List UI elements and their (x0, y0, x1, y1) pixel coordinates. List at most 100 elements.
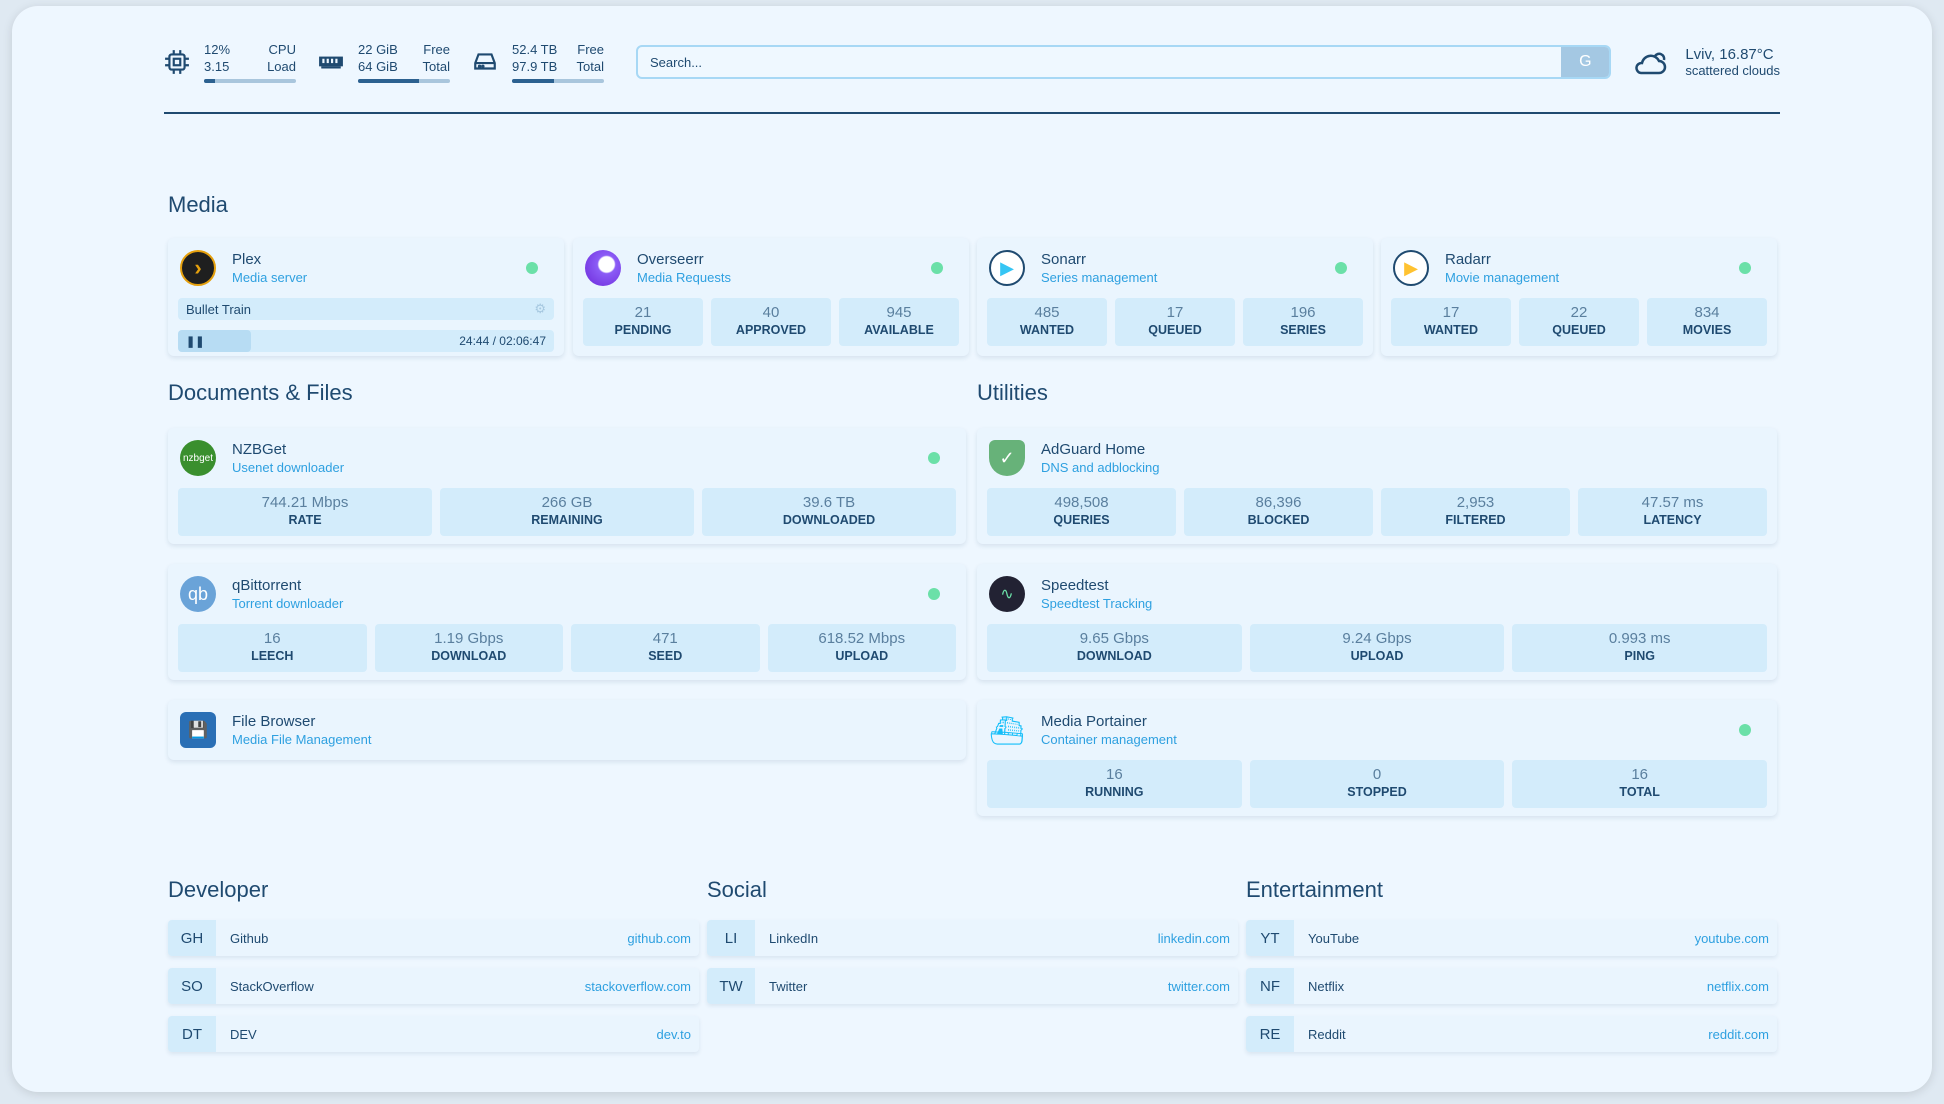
weather-widget: Lviv, 16.87°C scattered clouds (1633, 46, 1780, 78)
bookmark-stackoverflow[interactable]: SO StackOverflow stackoverflow.com (168, 968, 699, 1004)
bookmark-abbr: RE (1246, 1016, 1294, 1052)
search-input[interactable] (638, 54, 1562, 70)
stat-block: 945 AVAILABLE (839, 298, 959, 346)
status-dot (928, 588, 940, 600)
service-card-file-browser[interactable]: 💾 File Browser Media File Management (168, 700, 966, 760)
speedtest-icon: ∿ (989, 576, 1025, 612)
playback-progress[interactable]: ❚❚ 24:44 / 02:06:47 (178, 330, 554, 352)
overseerr-icon (585, 250, 621, 286)
stat-block: 9.24 Gbps UPLOAD (1249, 624, 1505, 672)
bookmark-twitter[interactable]: TW Twitter twitter.com (707, 968, 1238, 1004)
bookmark-url[interactable]: dev.to (656, 1026, 691, 1042)
stat-block: 40 APPROVED (711, 298, 831, 346)
stat-block: 39.6 TB DOWNLOADED (702, 488, 956, 536)
service-name: Radarr (1445, 251, 1491, 268)
stat-block: 266 GB REMAINING (440, 488, 694, 536)
service-name: Speedtest (1041, 577, 1109, 594)
section-title-documents: Documents & Files (168, 380, 353, 405)
stat-label: PING (1624, 649, 1655, 663)
cpu-label: CPU (268, 42, 296, 57)
stat-block: 498,508 QUERIES (987, 488, 1176, 536)
stat-value: 86,396 (1255, 494, 1302, 511)
free-label: Free (423, 42, 450, 57)
stat-label: RUNNING (1085, 785, 1144, 799)
stat-value: 9.65 Gbps (1079, 630, 1149, 647)
service-card-media-portainer[interactable]: ⛴ Media Portainer Container management 16 RU… (977, 700, 1777, 816)
bookmark-linkedin[interactable]: LI LinkedIn linkedin.com (707, 920, 1238, 956)
sonarr-icon: ▶ (989, 250, 1025, 286)
bookmark-url[interactable]: youtube.com (1694, 930, 1769, 946)
service-name: Sonarr (1041, 251, 1087, 268)
service-name: NZBGet (232, 441, 287, 458)
service-name: AdGuard Home (1041, 441, 1146, 458)
stat-block: 485 WANTED (987, 298, 1107, 346)
bookmark-url[interactable]: reddit.com (1708, 1026, 1769, 1042)
stat-label: APPROVED (735, 323, 807, 337)
stats-row: 485 WANTED 17 QUEUED 196 SERIES (987, 298, 1363, 346)
bookmark-url[interactable]: twitter.com (1167, 978, 1230, 994)
stat-label: UPLOAD (1350, 649, 1404, 663)
stats-row: 16 RUNNING 0 STOPPED 16 TOTAL (987, 760, 1768, 808)
stat-label: SERIES (1280, 323, 1326, 337)
playback-time: 24:44 / 02:06:47 (459, 334, 546, 348)
stat-value: 266 GB (541, 494, 593, 511)
search-button[interactable]: G (1561, 47, 1610, 77)
bookmark-url[interactable]: linkedin.com (1157, 930, 1230, 946)
service-card-speedtest[interactable]: ∿ Speedtest Speedtest Tracking 9.65 Gbps DOW… (977, 564, 1777, 680)
service-card-nzbget[interactable]: nzbget NZBGet Usenet downloader 744.21 Mbps… (168, 428, 966, 544)
service-card-overseerr[interactable]: Overseerr Media Requests 21 PENDING 40 APPROV… (573, 238, 969, 356)
stat-block: 22 QUEUED (1519, 298, 1639, 346)
service-card-adguard-home[interactable]: ✓ AdGuard Home DNS and adblocking 498,508 QU… (977, 428, 1777, 544)
bookmark-github[interactable]: GH Github github.com (168, 920, 699, 956)
stats-row: 17 WANTED 22 QUEUED 834 MOVIES (1391, 298, 1767, 346)
bookmark-url[interactable]: github.com (627, 930, 691, 946)
bookmark-url[interactable]: netflix.com (1706, 978, 1769, 994)
bookmark-netflix[interactable]: NF Netflix netflix.com (1246, 968, 1777, 1004)
stat-value: 39.6 TB (802, 494, 856, 511)
stat-value: 485 (1034, 304, 1060, 321)
stat-block: 2,953 FILTERED (1381, 488, 1570, 536)
service-description: Movie management (1445, 270, 1560, 285)
bookmark-name: StackOverflow (230, 978, 314, 994)
file-browser-icon: 💾 (180, 712, 216, 748)
bookmark-name: LinkedIn (769, 930, 819, 946)
stat-label: DOWNLOAD (1076, 649, 1152, 663)
bookmark-abbr: YT (1246, 920, 1294, 956)
stat-value: 16 (1105, 766, 1123, 783)
stat-value: 834 (1694, 304, 1720, 321)
stat-value: 1.19 Gbps (434, 630, 504, 647)
qbittorrent-icon: qb (180, 576, 216, 612)
memory-free: 22 GiB (358, 42, 398, 57)
status-dot (526, 262, 538, 274)
service-name: qBittorrent (232, 577, 302, 594)
settings-icon[interactable]: ⚙ (534, 301, 546, 316)
bookmark-url[interactable]: stackoverflow.com (584, 978, 691, 994)
dashboard-frame (12, 6, 1932, 1092)
service-description: DNS and adblocking (1041, 460, 1160, 475)
cpu-bar (204, 79, 296, 83)
total-label: Total (576, 59, 604, 74)
service-card-sonarr[interactable]: ▶ Sonarr Series management 485 WANTED 17 QUEUE… (977, 238, 1373, 356)
stats-row: 16 LEECH 1.19 Gbps DOWNLOAD 471 SEED 618.52 Mb… (178, 624, 956, 672)
service-card-radarr[interactable]: ▶ Radarr Movie management 17 WANTED 22 QUEUED 8… (1381, 238, 1777, 356)
bookmark-dev[interactable]: DT DEV dev.to (168, 1016, 699, 1052)
stat-label: BLOCKED (1247, 513, 1310, 527)
stats-row: 21 PENDING 40 APPROVED 945 AVAILABLE (583, 298, 959, 346)
stat-label: DOWNLOADED (782, 513, 876, 527)
stat-value: 22 (1570, 304, 1588, 321)
stat-label: MOVIES (1682, 323, 1732, 337)
bookmark-reddit[interactable]: RE Reddit reddit.com (1246, 1016, 1777, 1052)
bookmark-youtube[interactable]: YT YouTube youtube.com (1246, 920, 1777, 956)
stat-block: 47.57 ms LATENCY (1578, 488, 1767, 536)
bookmark-abbr: NF (1246, 968, 1294, 1004)
stat-block: 16 TOTAL (1512, 760, 1768, 808)
service-card-plex[interactable]: › Plex Media server Bullet Train ⚙ ❚❚ 24:4… (168, 238, 564, 356)
weather-location: Lviv, 16.87°C (1685, 46, 1774, 63)
pause-icon[interactable]: ❚❚ (186, 335, 205, 348)
stat-block: 21 PENDING (583, 298, 703, 346)
service-card-qbittorrent[interactable]: qb qBittorrent Torrent downloader 16 LEECH 1.… (168, 564, 966, 680)
portainer-icon: ⛴ (989, 714, 1025, 746)
stat-label: SEED (648, 649, 683, 663)
stat-value: 2,953 (1456, 494, 1495, 511)
stat-block: 471 SEED (571, 624, 760, 672)
